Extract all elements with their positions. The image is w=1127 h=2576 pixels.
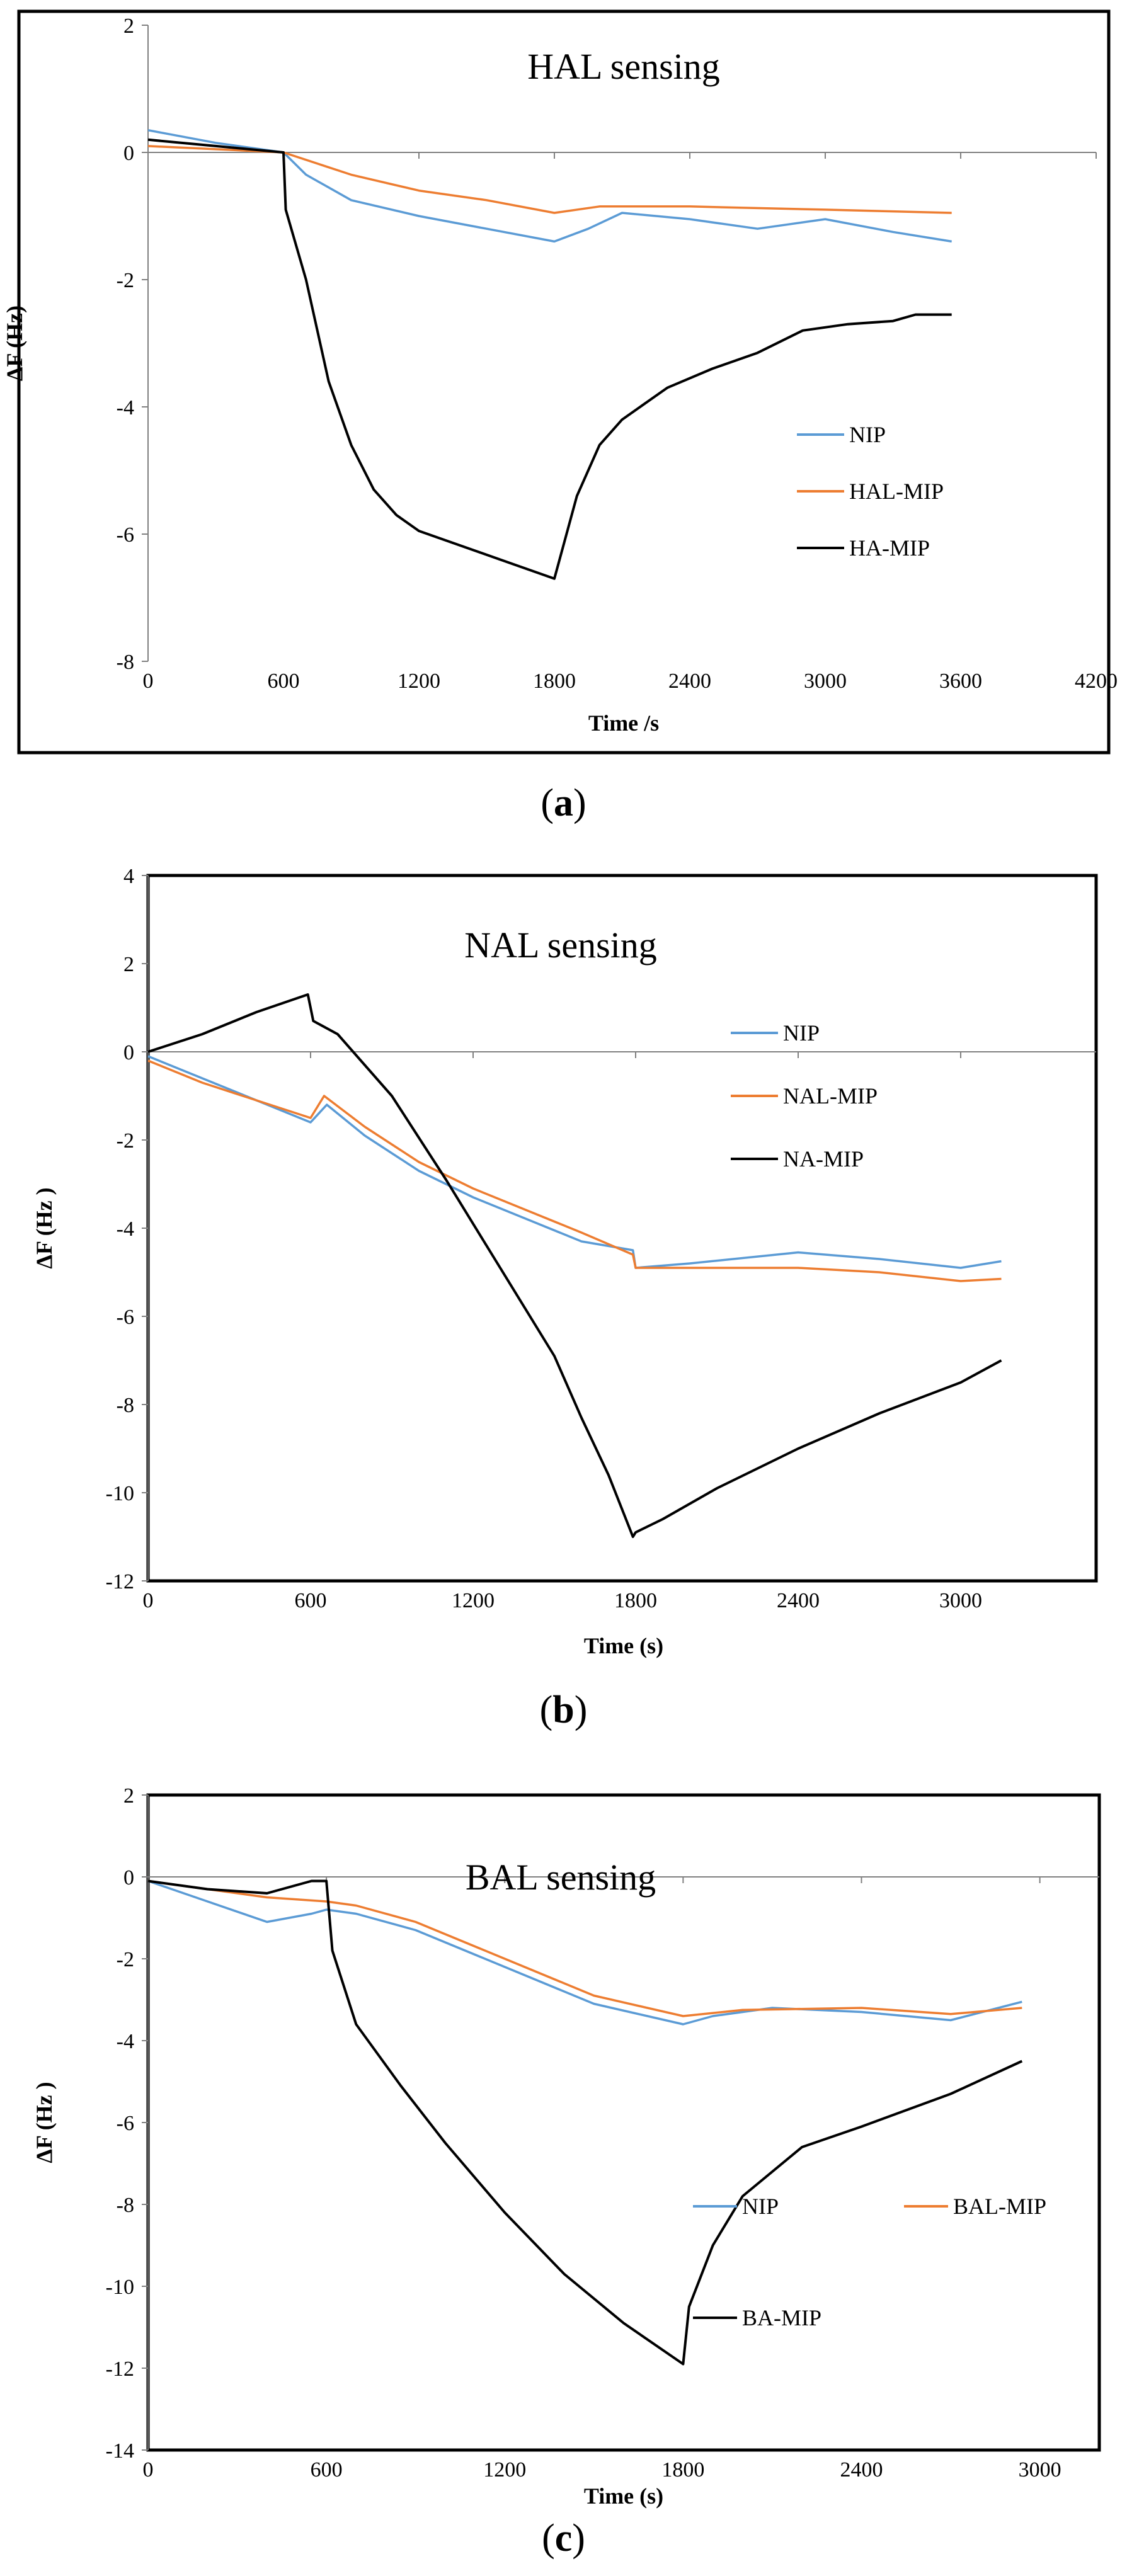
panel-label-c: (c) bbox=[542, 2517, 585, 2560]
x-tick-label: 2400 bbox=[840, 2458, 883, 2482]
x-tick-label: 3600 bbox=[939, 670, 982, 693]
x-tick-label: 1800 bbox=[533, 670, 576, 693]
y-axis-label: ΔF (Hz) bbox=[2, 305, 27, 381]
x-tick-label: 1200 bbox=[452, 1589, 495, 1612]
x-axis-label: Time /s bbox=[588, 710, 659, 736]
legend-label-nip: NIP bbox=[849, 422, 886, 447]
chart-frame bbox=[17, 9, 1111, 755]
panel-label-a: (a) bbox=[541, 782, 586, 824]
y-axis-label: ΔF (Hz ) bbox=[31, 1187, 57, 1268]
chart-title: BAL sensing bbox=[466, 1857, 656, 1898]
y-tick-label: -6 bbox=[117, 523, 134, 547]
legend-label-nal-mip: NAL-MIP bbox=[783, 1083, 878, 1108]
x-tick-label: 0 bbox=[143, 670, 154, 693]
x-axis-label: Time (s) bbox=[584, 2483, 663, 2509]
chart-a: 2 0 -2 -4 -6 -8 0 600 1200 1800 2400 3000 3600 4200 HA… bbox=[2, 9, 1118, 755]
y-tick-label: -8 bbox=[117, 651, 134, 674]
y-tick-label: -4 bbox=[117, 396, 134, 419]
legend-label-hal-mip: HAL-MIP bbox=[849, 479, 944, 504]
series-line-na-mip bbox=[147, 993, 1002, 1538]
series-line-nip bbox=[147, 1055, 1002, 1269]
legend-label-nip: NIP bbox=[783, 1020, 820, 1046]
y-tick-label: -4 bbox=[117, 1217, 134, 1241]
x-tick-label: 4200 bbox=[1075, 670, 1118, 693]
x-tick-label: 1200 bbox=[483, 2458, 526, 2482]
chart-title: HAL sensing bbox=[527, 46, 720, 87]
x-tick-label: 600 bbox=[268, 670, 300, 693]
y-tick-label: -8 bbox=[117, 2194, 134, 2217]
y-tick-label: -2 bbox=[117, 1948, 134, 1971]
y-tick-label: 0 bbox=[123, 142, 134, 165]
x-tick-label: 600 bbox=[295, 1589, 327, 1612]
y-axis-label: ΔF (Hz ) bbox=[31, 2082, 57, 2163]
chart-b: 4 2 0 -2 -4 -6 -8 -10 -12 0 600 1200 1800 2400 3000 NAL… bbox=[31, 865, 1098, 1658]
legend-label-bal-mip: BAL-MIP bbox=[953, 2194, 1046, 2219]
y-tick-label: -4 bbox=[117, 2030, 134, 2053]
y-tick-label: -8 bbox=[117, 1394, 134, 1417]
y-tick-label: -2 bbox=[117, 269, 134, 292]
series-line-hal-mip bbox=[147, 145, 952, 214]
y-tick-label: -10 bbox=[106, 2276, 134, 2299]
y-tick-label: -12 bbox=[106, 2357, 134, 2381]
legend-label-ha-mip: HA-MIP bbox=[849, 535, 930, 561]
legend-label-na-mip: NA-MIP bbox=[783, 1146, 864, 1171]
x-tick-label: 3000 bbox=[1019, 2458, 1061, 2482]
legend-label-nip: NIP bbox=[742, 2194, 779, 2219]
chart-c: 2 0 -2 -4 -6 -8 -10 -12 -14 0 600 1200 1800 2400 3000 B… bbox=[31, 1784, 1101, 2509]
x-tick-label: 3000 bbox=[804, 670, 847, 693]
y-tick-label: -12 bbox=[106, 1570, 134, 1593]
panel-letter-a: a bbox=[554, 782, 573, 824]
panel-letter-c: c bbox=[554, 2517, 573, 2560]
chart-frame bbox=[146, 874, 1098, 1583]
panel-label-b: (b) bbox=[539, 1689, 588, 1731]
x-tick-label: 1800 bbox=[661, 2458, 704, 2482]
series-line-nip bbox=[147, 128, 952, 243]
y-tick-label: 0 bbox=[123, 1041, 134, 1064]
x-tick-label: 2400 bbox=[668, 670, 711, 693]
y-tick-label: 4 bbox=[123, 865, 134, 888]
series-line-bal-mip bbox=[147, 1879, 1022, 2017]
x-tick-label: 1200 bbox=[398, 670, 440, 693]
x-tick-label: 2400 bbox=[777, 1589, 820, 1612]
series-line-nal-mip bbox=[147, 1059, 1002, 1282]
series-line-ha-mip bbox=[147, 138, 952, 580]
series-line-ba-mip bbox=[147, 1879, 1023, 2366]
y-tick-label: -14 bbox=[106, 2439, 134, 2463]
x-tick-label: 0 bbox=[143, 1589, 154, 1612]
y-tick-label: 2 bbox=[123, 14, 134, 38]
x-tick-label: 1800 bbox=[614, 1589, 657, 1612]
y-tick-label: 0 bbox=[123, 1866, 134, 1889]
x-tick-label: 0 bbox=[143, 2458, 154, 2482]
series-line-nip bbox=[147, 1879, 1022, 2026]
y-tick-label: -10 bbox=[106, 1482, 134, 1505]
y-tick-label: -6 bbox=[117, 1306, 134, 1329]
legend-label-ba-mip: BA-MIP bbox=[742, 2305, 821, 2330]
chart-title: NAL sensing bbox=[464, 925, 657, 966]
y-tick-label: -2 bbox=[117, 1129, 134, 1153]
panel-letter-b: b bbox=[552, 1689, 575, 1731]
y-tick-label: 2 bbox=[123, 1784, 134, 1808]
y-tick-label: -6 bbox=[117, 2112, 134, 2135]
x-tick-label: 600 bbox=[311, 2458, 343, 2482]
x-axis-label: Time (s) bbox=[584, 1633, 663, 1658]
y-tick-label: 2 bbox=[123, 953, 134, 976]
x-tick-label: 3000 bbox=[939, 1589, 982, 1612]
